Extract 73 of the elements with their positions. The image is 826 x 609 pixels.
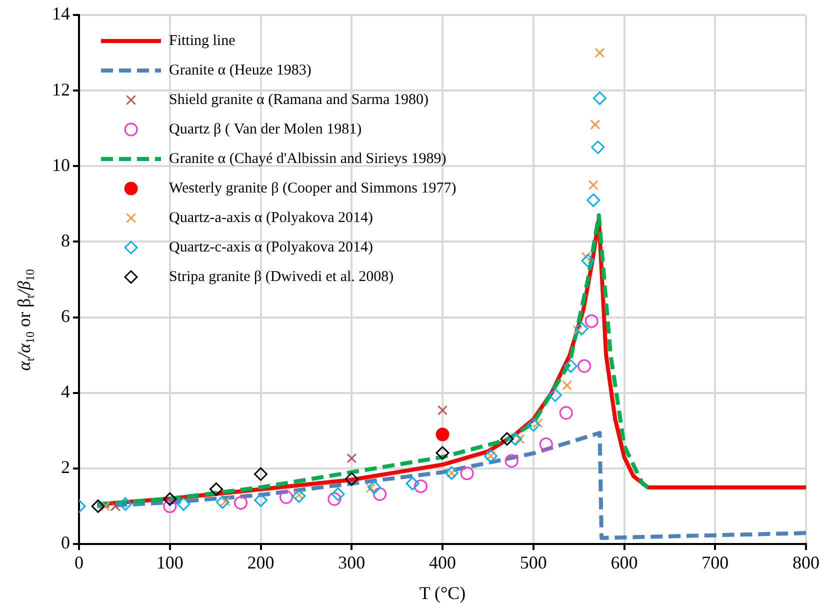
point: [176, 497, 190, 511]
point: [438, 405, 448, 416]
x-tick-label: 200: [247, 552, 274, 573]
point: [118, 497, 132, 511]
point: [592, 91, 606, 105]
point: [562, 380, 572, 390]
legend-label: Fitting line: [169, 32, 236, 49]
point: [508, 432, 522, 446]
point: [594, 48, 605, 58]
y-axis-title: αt/α10 or βt/β10: [14, 269, 37, 371]
y-tick-label: 4: [61, 382, 70, 402]
point: [526, 418, 540, 432]
y-tick-label: 14: [52, 4, 70, 24]
point: [586, 193, 600, 207]
x-tick-label: 100: [156, 552, 184, 573]
y-tick-label: 2: [61, 457, 70, 478]
point: [406, 476, 420, 490]
point: [564, 359, 578, 373]
point: [254, 493, 268, 507]
point: [331, 487, 345, 501]
point: [588, 180, 598, 190]
legend-label: Quartz-a-axis α (Polyakova 2014): [169, 210, 374, 226]
point: [504, 454, 518, 468]
y-tick-label: 8: [61, 230, 70, 250]
point: [346, 453, 357, 464]
legend-label: Westerly granite β (Cooper and Simmons 1977): [169, 180, 456, 196]
point: [254, 467, 268, 481]
point: [584, 314, 598, 328]
x-tick-label: 400: [429, 552, 456, 573]
point: [209, 482, 223, 496]
y-tick-label: 6: [61, 306, 70, 326]
legend-label: Granite α (Chayé d'Albissin and Sirieys 1989): [169, 150, 446, 167]
point: [100, 501, 110, 512]
x-tick-label: 300: [338, 552, 366, 573]
x-tick-label: 800: [792, 552, 820, 573]
point: [292, 489, 306, 503]
x-tick-label: 0: [74, 552, 84, 573]
y-tick-label: 10: [52, 154, 70, 175]
point: [163, 492, 177, 506]
point: [460, 466, 474, 480]
point: [500, 432, 514, 446]
point: [591, 140, 605, 154]
point: [590, 120, 600, 130]
point: [344, 472, 358, 486]
x-tick-label: 500: [520, 552, 547, 573]
point: [581, 254, 595, 268]
x-tick-label: 600: [610, 552, 638, 573]
point: [279, 490, 293, 504]
point: [91, 499, 105, 513]
point: [436, 446, 450, 460]
point: [216, 495, 230, 509]
point: [373, 487, 387, 501]
y-tick-label: 12: [52, 79, 70, 100]
x-axis-title: T (°C): [419, 582, 466, 603]
point: [163, 499, 177, 513]
legend-label: Stripa granite β (Dwivedi et al. 2008): [169, 268, 394, 285]
point: [436, 428, 450, 442]
legend-label: Quartz β ( Van der Molen 1981): [169, 121, 362, 138]
point: [574, 322, 588, 336]
x-tick-label: 700: [702, 552, 729, 573]
legend-label: Granite α (Heuze 1983): [169, 62, 312, 78]
legend-label: Shield granite α (Ramana and Sarma 1980): [169, 92, 428, 108]
point: [414, 479, 428, 493]
point: [539, 437, 553, 451]
point: [110, 501, 120, 512]
y-tick-label: 0: [61, 532, 70, 553]
legend-label: Quartz-c-axis α (Polyakova 2014): [169, 239, 374, 256]
point: [234, 496, 248, 510]
point: [559, 406, 573, 420]
point: [328, 492, 342, 506]
point: [548, 388, 562, 402]
point: [578, 359, 592, 373]
point: [368, 480, 382, 494]
